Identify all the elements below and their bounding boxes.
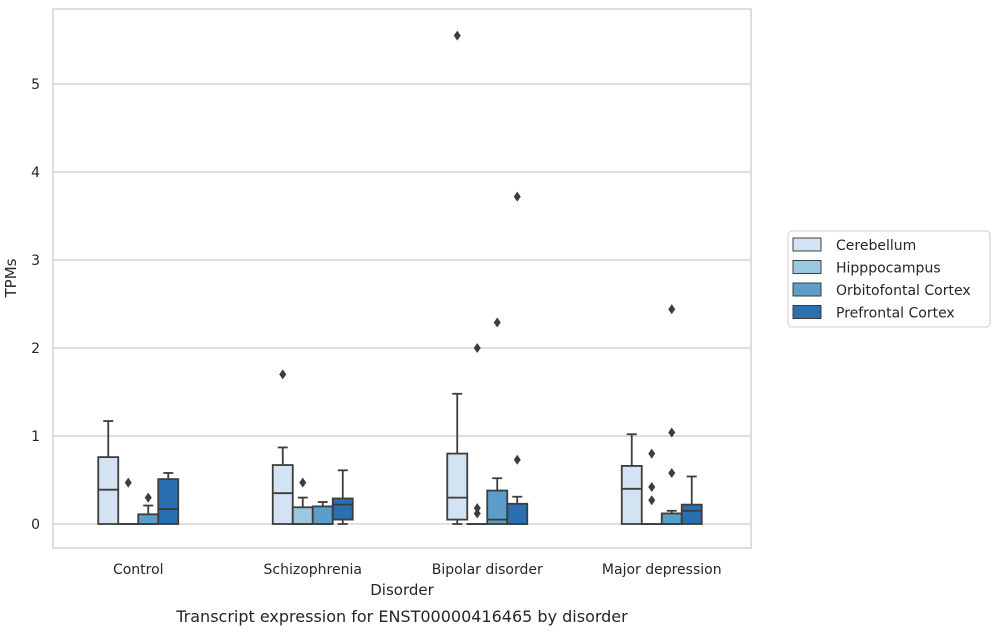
box-body (291, 506, 314, 525)
legend-swatch (792, 305, 822, 319)
box-hipppocampus (466, 343, 489, 525)
y-tick-label: 4 (31, 165, 40, 181)
y-tick-label: 1 (31, 429, 40, 445)
box-prefrontal-cortex (157, 472, 180, 525)
box-body (137, 513, 160, 525)
box-prefrontal-cortex (680, 475, 703, 525)
box-body (446, 452, 469, 521)
outlier-point (648, 482, 656, 493)
box-body (157, 478, 180, 525)
box-body (620, 465, 643, 525)
box-body (680, 503, 703, 525)
outlier-point (668, 467, 676, 478)
x-tick-label: Control (113, 562, 164, 578)
outlier-point (144, 492, 152, 503)
x-tick-label: Bipolar disorder (432, 562, 543, 578)
box-groups (97, 30, 703, 525)
y-tick-label: 0 (31, 517, 40, 533)
y-tick-label: 3 (31, 253, 40, 269)
outlier-point (473, 343, 481, 353)
legend-frame (787, 230, 991, 328)
outlier-point (648, 448, 656, 459)
box-body (660, 512, 683, 525)
legend-swatch (792, 260, 822, 274)
chart-caption: Transcript expression for ENST0000041646… (175, 607, 628, 626)
box-cerebellum (271, 369, 294, 525)
outlier-point (473, 503, 481, 514)
y-tick-label: 5 (31, 77, 40, 93)
legend: Cerebellum Hipppocampus Orbitofontal Corte… (787, 230, 991, 328)
box-cerebellum (446, 30, 469, 525)
legend-swatch (792, 237, 822, 252)
x-tick-labels: Control Schizophrenia Bipolar disorder Majo… (113, 562, 722, 578)
x-tick-label: Schizophrenia (264, 562, 362, 578)
legend-label: Prefrontal Cortex (836, 306, 955, 322)
box-prefrontal-cortex (331, 469, 354, 525)
outlier-point (279, 369, 287, 380)
outlier-point (299, 477, 307, 488)
y-axis-label: TPMs (2, 258, 20, 298)
x-axis-label: Disorder (370, 581, 434, 599)
box-body (311, 505, 334, 525)
outlier-point (124, 477, 132, 488)
y-tick-labels: 0 1 2 3 4 5 (31, 77, 40, 533)
outlier-point (668, 304, 676, 315)
box-prefrontal-cortex (506, 191, 529, 525)
plot-frame (52, 8, 752, 549)
outlier-point (453, 30, 461, 41)
outlier-point (648, 495, 656, 506)
outlier-point (668, 427, 676, 438)
outlier-point (493, 317, 501, 328)
box-body (506, 502, 529, 525)
box-hipppocampus (640, 448, 663, 525)
box-cerebellum (97, 420, 120, 525)
x-tick-label: Major depression (602, 562, 722, 578)
legend-label: Cerebellum (836, 238, 916, 254)
outlier-point (513, 191, 521, 202)
box-body (271, 464, 294, 525)
outlier-point (473, 508, 481, 519)
legend-label: Orbitofontal Cortex (836, 283, 971, 299)
legend-label: Hipppocampus (836, 261, 941, 277)
box-cerebellum (620, 433, 643, 525)
legend-swatch (792, 282, 822, 297)
outlier-point (513, 454, 521, 465)
y-tick-label: 2 (31, 341, 40, 357)
box-body (331, 497, 354, 521)
